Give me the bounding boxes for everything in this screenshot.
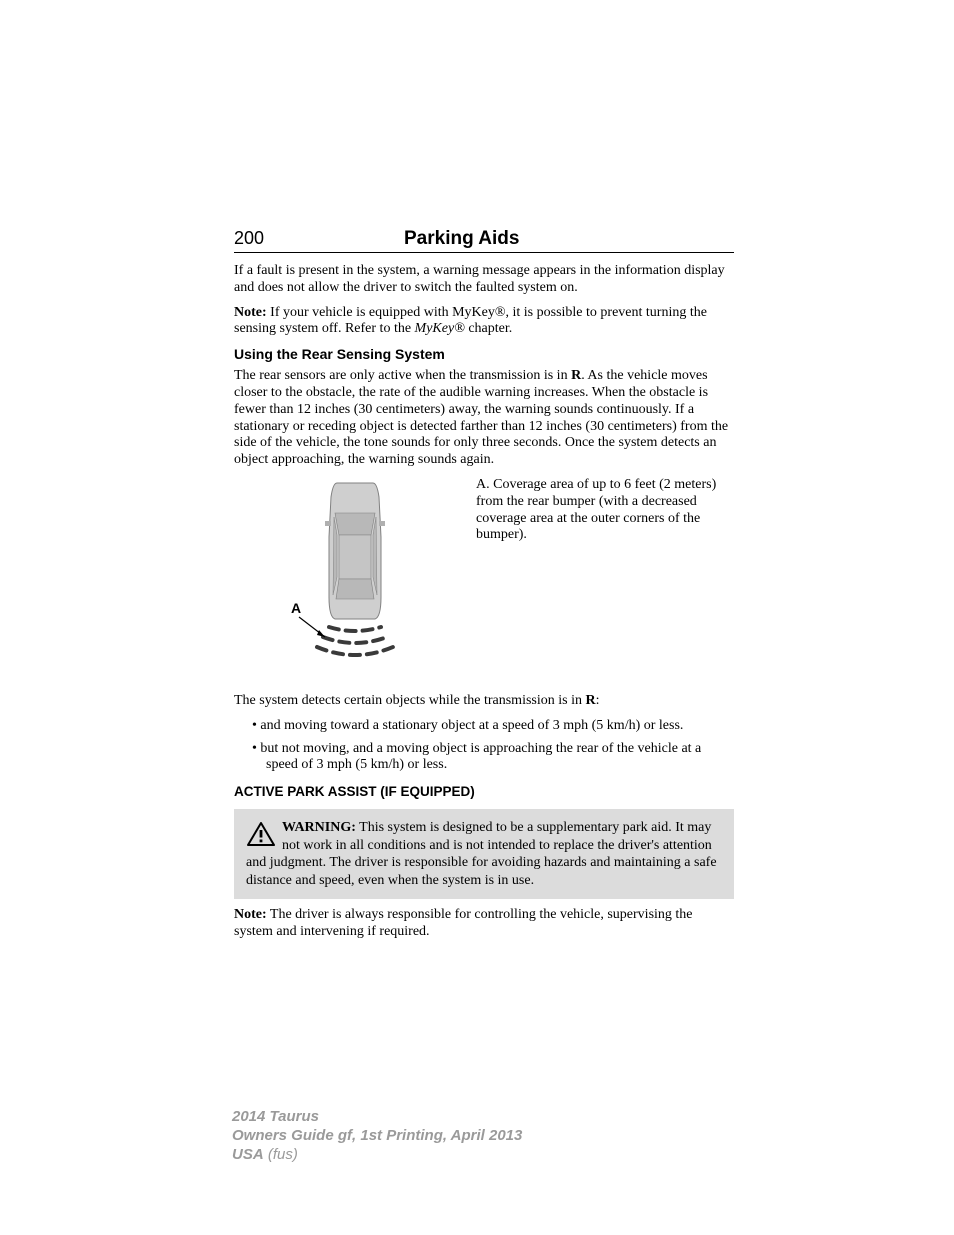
note-mykey: Note: If your vehicle is equipped with M… (234, 305, 734, 339)
paragraph-detects: The system detects certain objects while… (234, 693, 734, 710)
page-header: 200 Parking Aids (234, 228, 734, 253)
footer-line3b: (fus) (264, 1146, 298, 1163)
warning-box: WARNING: This system is designed to be a… (234, 809, 734, 899)
note-text-italic: MyKey® (415, 321, 465, 336)
bullet-list: and moving toward a stationary object at… (252, 718, 734, 774)
figure-caption: A. Coverage area of up to 6 feet (2 mete… (476, 477, 734, 677)
subhead-active-park: ACTIVE PARK ASSIST (IF EQUIPPED) (234, 784, 734, 799)
car-diagram: A (285, 477, 425, 677)
figure-diagram-container: A (234, 477, 476, 677)
note-driver-responsible: Note: The driver is always responsible f… (234, 907, 734, 941)
page-title: Parking Aids (404, 228, 519, 250)
p3-a: The system detects certain objects while… (234, 693, 585, 708)
footer-line3: USA (fus) (232, 1146, 522, 1165)
paragraph-rear-sensors: The rear sensors are only active when th… (234, 368, 734, 469)
warning-label: WARNING: (282, 820, 356, 835)
footer-line2: Owners Guide gf, 1st Printing, April 201… (232, 1127, 522, 1146)
figure-label-a: A (291, 600, 301, 616)
footer-line1: 2014 Taurus (232, 1108, 522, 1127)
list-item: and moving toward a stationary object at… (252, 718, 734, 735)
p3-c: : (596, 693, 600, 708)
p2-b: R (571, 368, 581, 383)
warning-triangle-icon (246, 821, 276, 847)
footer-line3a: USA (232, 1146, 264, 1163)
note2-text: The driver is always responsible for con… (234, 907, 693, 939)
paragraph-fault: If a fault is present in the system, a w… (234, 263, 734, 297)
car-svg-icon: A (285, 477, 425, 677)
page-number: 200 (234, 228, 404, 249)
page-footer: 2014 Taurus Owners Guide gf, 1st Printin… (232, 1108, 522, 1164)
subhead-rear-sensing: Using the Rear Sensing System (234, 346, 734, 362)
p2-a: The rear sensors are only active when th… (234, 368, 571, 383)
note-text-b: chapter. (465, 321, 512, 336)
page-content: 200 Parking Aids If a fault is present i… (234, 228, 734, 949)
p3-b: R (585, 693, 595, 708)
list-item: but not moving, and a moving object is a… (252, 741, 734, 775)
note2-label: Note: (234, 907, 267, 922)
figure-coverage: A A. Coverage area of up to 6 feet (2 me… (234, 477, 734, 677)
note-label: Note: (234, 305, 267, 320)
